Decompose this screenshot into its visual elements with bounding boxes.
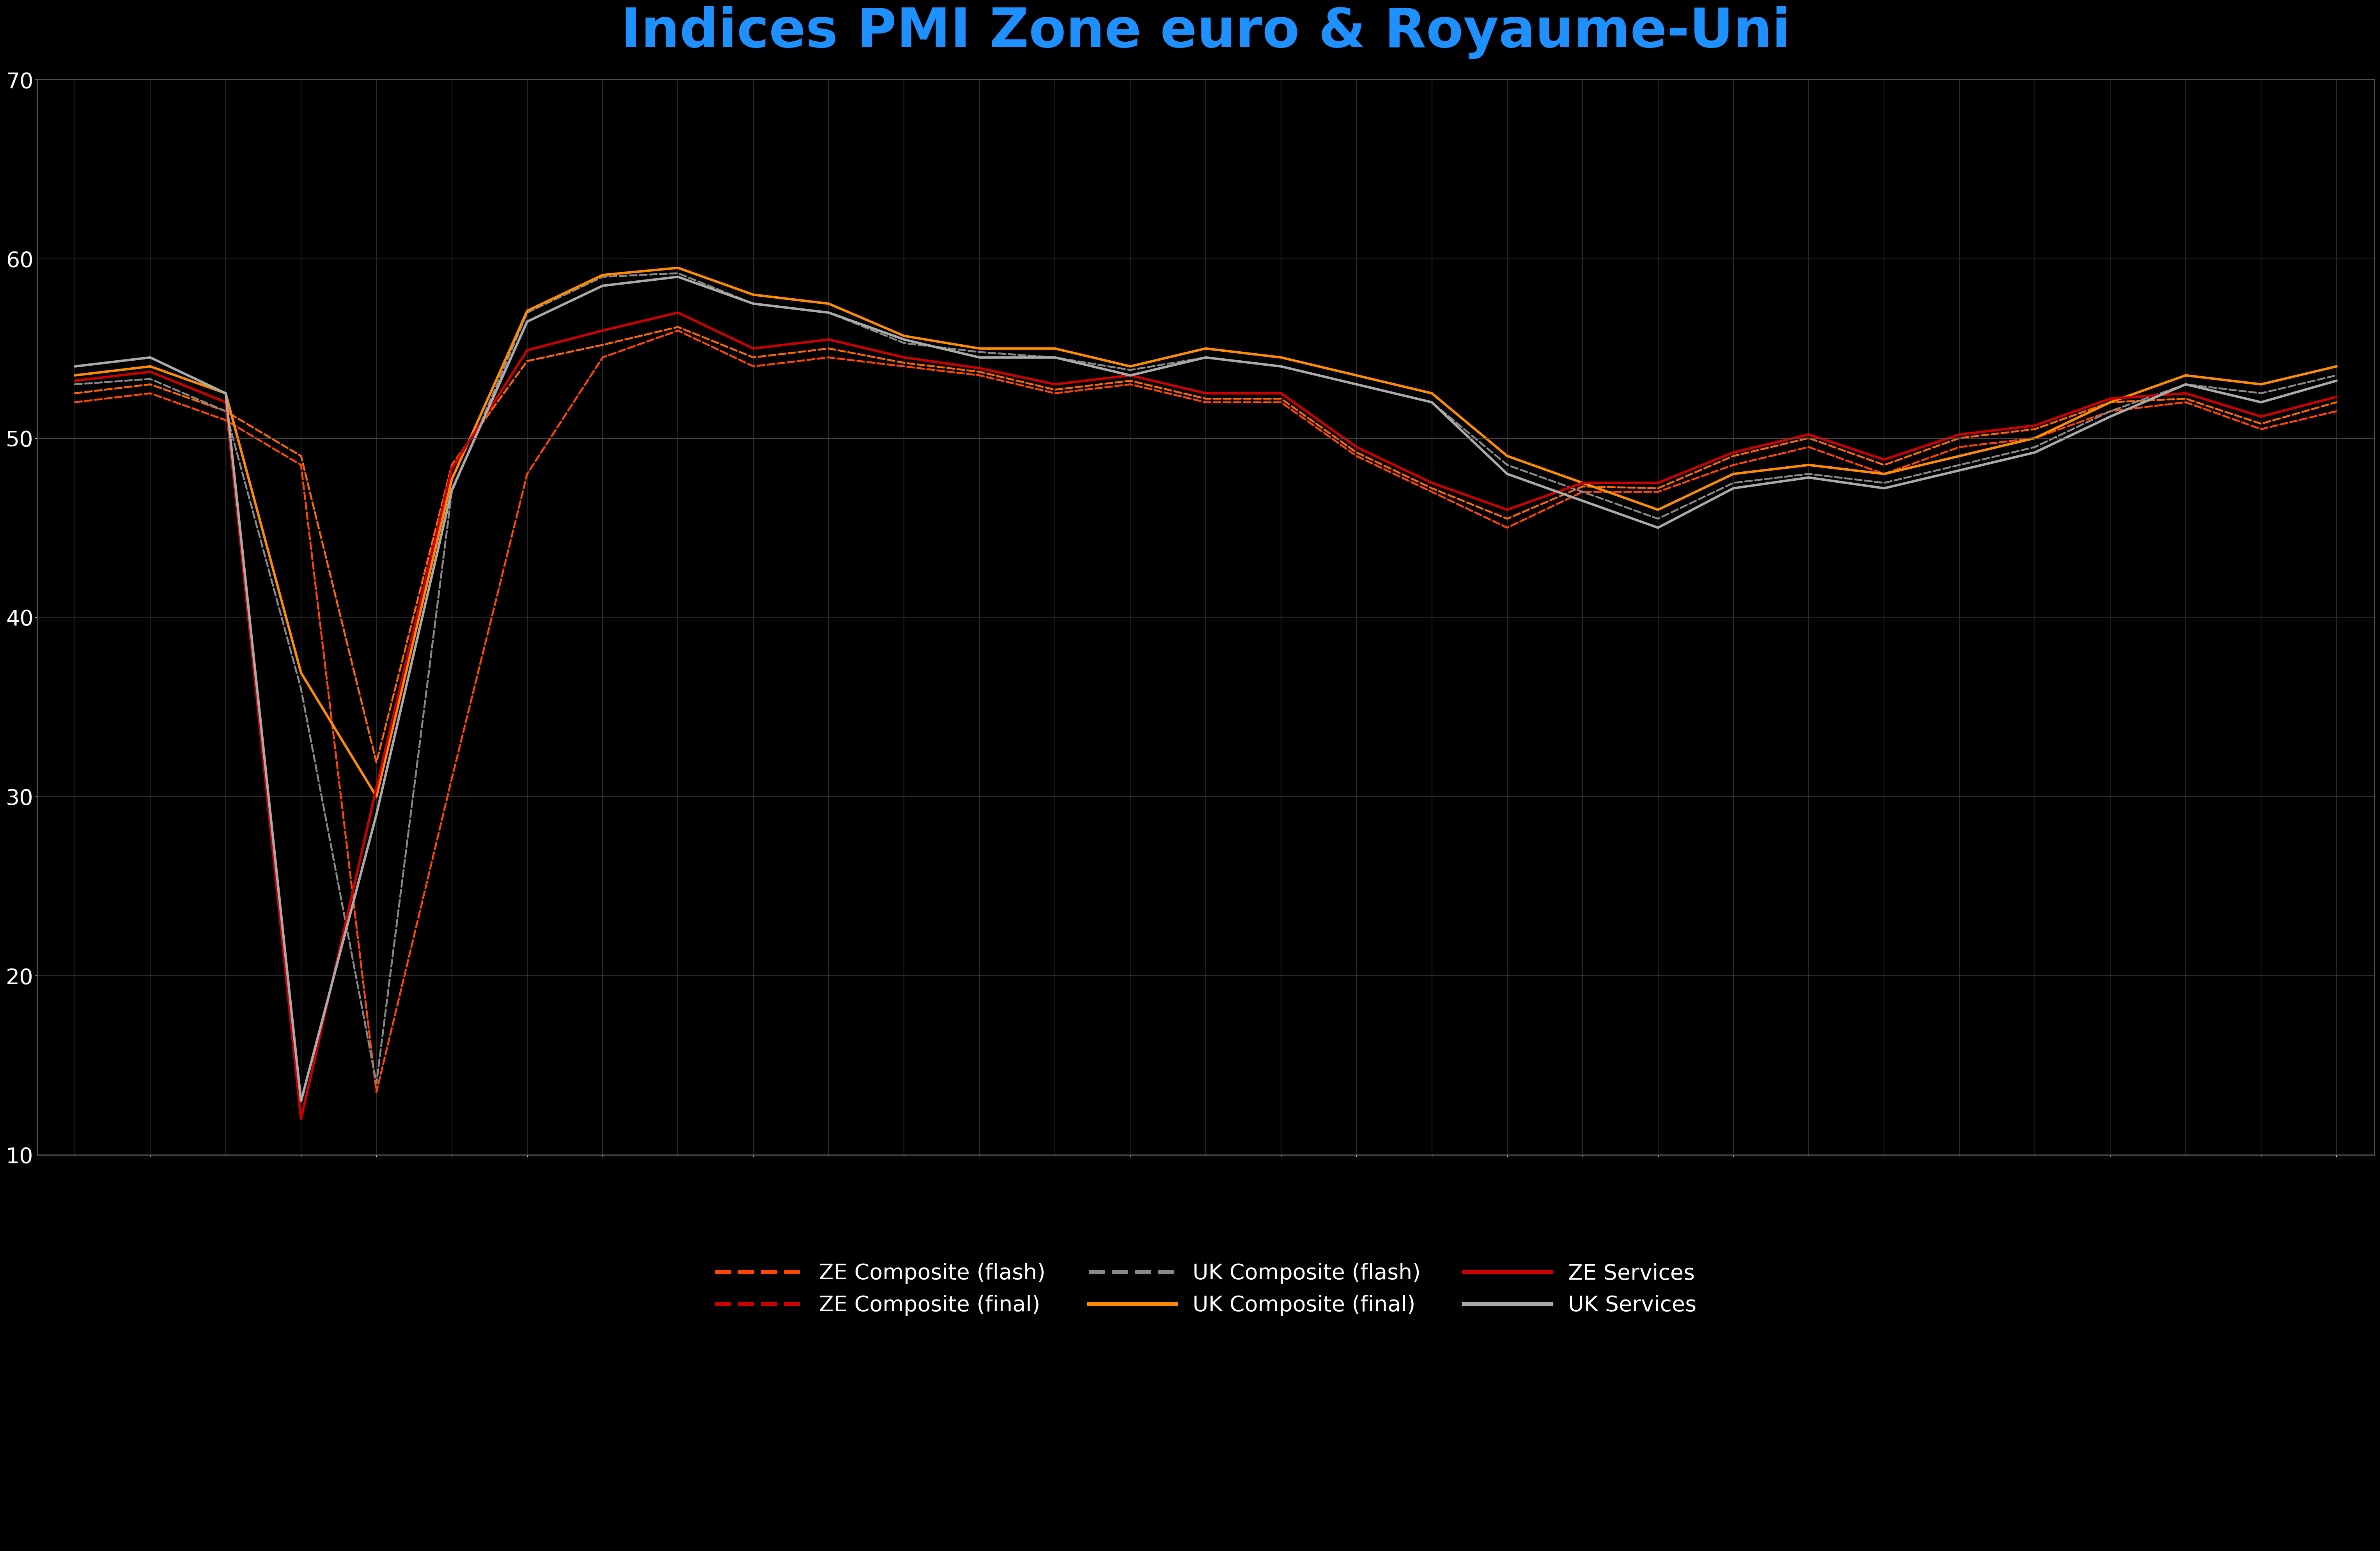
- Legend: ZE Composite (flash), ZE Composite (final), UK Composite (flash), UK Composite (: ZE Composite (flash), ZE Composite (fina…: [693, 1241, 1718, 1337]
- Title: Indices PMI Zone euro & Royaume-Uni: Indices PMI Zone euro & Royaume-Uni: [621, 6, 1790, 59]
